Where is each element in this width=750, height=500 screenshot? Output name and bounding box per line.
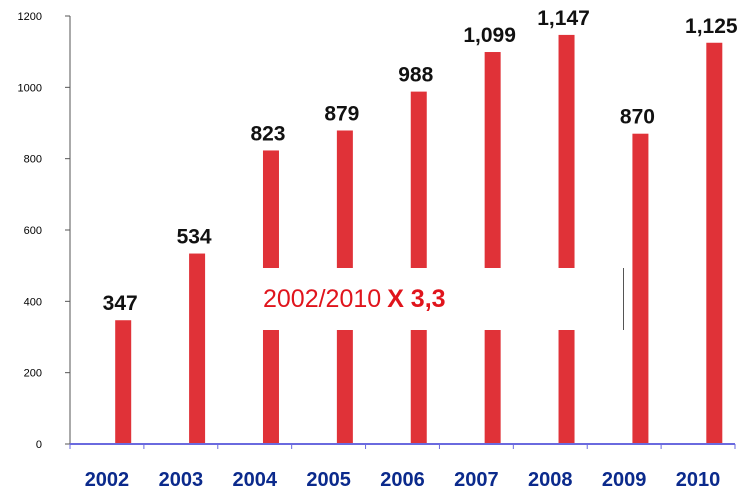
bar-2007 [484, 52, 501, 444]
annotation-emphasis: X 3,3 [387, 284, 446, 313]
bar-2006 [410, 91, 427, 444]
bar-2003 [189, 253, 206, 444]
growth-annotation: 2002/2010 X 3,3 [247, 268, 624, 330]
data-label-2004: 823 [250, 122, 285, 145]
category-label-2005: 2005 [306, 469, 351, 491]
category-label-2003: 2003 [159, 469, 204, 491]
bar-2010 [706, 42, 723, 444]
category-label-2009: 2009 [602, 469, 647, 491]
category-labels: 2002 2003 2004 2005 2006 2007 2008 2009 2010 [85, 469, 721, 491]
bars [115, 34, 723, 445]
data-label-2005: 879 [324, 102, 359, 125]
category-label-2006: 2006 [380, 469, 425, 491]
y-tick-label: 400 [24, 296, 42, 308]
data-label-2006: 988 [398, 64, 433, 87]
y-tick-label: 600 [24, 225, 42, 237]
y-tick-label: 800 [24, 154, 42, 166]
data-label-2008: 1,147 [537, 7, 590, 30]
data-label-2010: 1,125 [685, 15, 738, 38]
annotation-prefix: 2002/2010 [263, 284, 382, 313]
y-tick-label: 1000 [18, 82, 42, 94]
data-label-2007: 1,099 [463, 24, 516, 47]
category-label-2010: 2010 [676, 469, 721, 491]
y-tick-label: 0 [36, 439, 42, 451]
y-tick-label: 200 [24, 368, 42, 380]
data-labels: 347 534 823 879 988 1,099 1,147 870 1,125 [103, 7, 738, 315]
y-axis: 0 200 400 600 800 1000 1200 [18, 11, 71, 451]
bar-2008 [558, 34, 575, 445]
data-label-2009: 870 [620, 106, 655, 129]
x-axis [69, 443, 736, 449]
category-label-2007: 2007 [454, 469, 499, 491]
bar-2002 [115, 320, 132, 444]
y-tick-label: 1200 [18, 11, 42, 23]
data-label-2003: 534 [177, 226, 212, 249]
category-label-2008: 2008 [528, 469, 573, 491]
data-label-2002: 347 [103, 292, 138, 315]
bar-2009 [632, 133, 649, 444]
category-label-2004: 2004 [232, 469, 277, 491]
category-label-2002: 2002 [85, 469, 130, 491]
